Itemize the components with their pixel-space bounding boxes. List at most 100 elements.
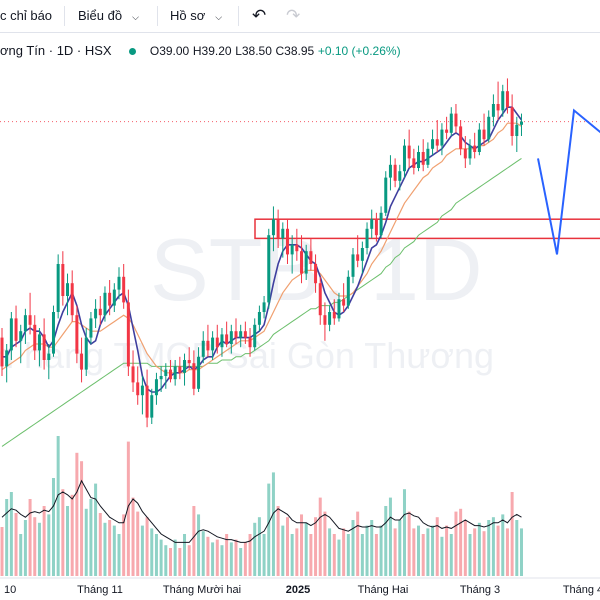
candle-body — [388, 164, 392, 178]
volume-ma-line — [1, 479, 522, 543]
volume-bar — [159, 539, 163, 576]
indicators-button[interactable]: c chỉ báo — [0, 8, 53, 23]
volume-bar — [304, 522, 308, 576]
candle-body — [374, 219, 378, 236]
candle-body — [276, 219, 280, 239]
projection-path — [537, 108, 600, 255]
chart-type-button[interactable]: Biểu đồ ⌵ — [78, 0, 139, 32]
volume-bar — [211, 542, 215, 576]
candle-body — [290, 244, 294, 255]
toolbar-divider — [157, 6, 158, 26]
ma-mid-line — [1, 122, 522, 374]
candle-body — [42, 334, 46, 360]
x-axis-tick-label: Tháng 11 — [77, 584, 123, 596]
volume-bar — [417, 525, 421, 576]
volume-bar — [215, 539, 219, 576]
candle-body — [285, 228, 289, 255]
volume-bar — [136, 511, 140, 576]
volume-bar — [445, 525, 449, 576]
candle-body — [80, 353, 84, 370]
volume-bar — [412, 528, 416, 576]
candle-body — [257, 312, 261, 325]
volume-bar — [150, 528, 154, 576]
profile-button[interactable]: Hồ sơ ⌵ — [170, 0, 222, 32]
candle-body — [351, 254, 355, 277]
toolbar-divider — [64, 6, 65, 26]
volume-bar — [84, 508, 88, 576]
candle-body — [159, 376, 163, 380]
volume-bar — [262, 534, 266, 576]
volume-bar — [482, 531, 486, 576]
volume-bar — [402, 489, 406, 576]
candle-body — [318, 283, 322, 316]
volume-bar — [164, 545, 168, 576]
volume-bar — [505, 528, 509, 576]
candle-body — [281, 228, 285, 239]
candle-body — [37, 334, 41, 351]
candle-body — [332, 312, 336, 319]
volume-bar — [28, 499, 32, 576]
market-status-icon — [129, 47, 137, 55]
volume-bar — [243, 542, 247, 576]
volume-bar — [192, 506, 196, 576]
volume-bar — [351, 520, 355, 576]
volume-bar — [473, 528, 477, 576]
candle-body — [9, 318, 13, 351]
volume-bar — [122, 514, 126, 576]
candle-body — [70, 283, 74, 316]
candle-body — [215, 337, 219, 348]
candle-body — [346, 276, 350, 306]
volume-bar — [271, 472, 275, 576]
candle-body — [248, 337, 252, 348]
candle-body — [314, 264, 318, 284]
candle-body — [103, 292, 107, 316]
candle-body — [445, 129, 449, 133]
candle-body — [328, 312, 332, 325]
candle-body — [192, 363, 196, 389]
volume-bar — [220, 545, 224, 576]
candle-body — [211, 337, 215, 351]
candle-body — [477, 129, 481, 152]
symbol-name[interactable]: ơng Tín · 1D · HSX — [0, 43, 112, 58]
candle-body — [300, 251, 304, 274]
candle-body — [454, 113, 458, 127]
volume-bar — [14, 513, 18, 576]
candle-body — [379, 212, 383, 236]
candle-body — [154, 379, 158, 396]
candle-body — [449, 113, 453, 133]
redo-icon[interactable]: ↷ — [286, 6, 301, 25]
volume-bar — [131, 497, 135, 576]
volume-bar — [23, 520, 27, 576]
volume-bar — [356, 511, 360, 576]
candle-body — [140, 385, 144, 396]
candle-body — [14, 318, 18, 341]
candle-body — [229, 331, 233, 344]
candle-body — [440, 129, 444, 146]
volume-bar — [248, 534, 252, 576]
candle-body — [98, 308, 102, 316]
volume-bar — [318, 497, 322, 576]
x-axis-tick-label: Tháng 3 — [460, 584, 500, 596]
candle-body — [459, 126, 463, 149]
candle-body — [225, 334, 229, 344]
volume-bar — [19, 534, 23, 576]
candle-body — [23, 315, 27, 332]
chevron-down-icon: ⌵ — [215, 12, 223, 22]
volume-bar — [384, 506, 388, 576]
candle-body — [94, 308, 98, 319]
candle-body — [122, 276, 126, 303]
volume-bar — [501, 514, 505, 576]
candle-body — [51, 312, 55, 354]
volume-bar — [431, 525, 435, 576]
volume-bar — [491, 517, 495, 576]
undo-icon[interactable]: ↶ — [252, 6, 267, 25]
candle-body — [491, 104, 495, 117]
volume-bar — [66, 506, 70, 576]
volume-bar — [463, 520, 467, 576]
volume-bar — [0, 527, 4, 576]
volume-bar — [477, 522, 481, 576]
toolbar-divider — [238, 6, 239, 26]
candle-body — [145, 385, 149, 418]
volume-bar — [37, 522, 41, 576]
